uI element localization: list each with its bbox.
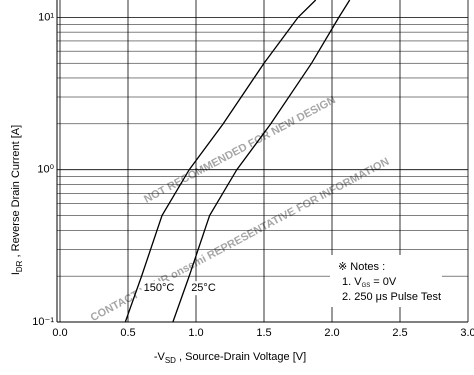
x-tick-label: 1.5 [256, 327, 271, 339]
label-bg [141, 281, 176, 296]
notes-box [330, 255, 442, 307]
notes-line: 2. 250 μs Pulse Test [342, 291, 441, 303]
x-tick-label: 2.5 [392, 327, 407, 339]
y-tick-label: 10⁰ [37, 164, 54, 176]
plot-area: 10⁻¹ 10⁰ 10¹ 0.0 0.5 1.0 1.5 2.0 2.5 3.0 150°C 25°C [32, 0, 474, 339]
y-label-part: I [10, 272, 22, 275]
x-label-sub: SD [165, 356, 176, 365]
series-line [172, 0, 351, 323]
series-label: 25°C [191, 282, 216, 294]
y-label-sub: DR [15, 260, 24, 272]
series-line [124, 0, 317, 323]
watermark-text: NOT RECOMMENDED FOR NEW DESIGN [142, 94, 338, 206]
notes-part: 1. V [342, 276, 362, 288]
notes-title: ※ Notes : [338, 261, 385, 273]
x-tick-label: 3.0 [460, 327, 474, 339]
x-axis-label: -VSD , Source-Drain Voltage [V] [154, 351, 306, 365]
x-label-part: , Source-Drain Voltage [V] [176, 351, 306, 363]
x-tick-label: 0.5 [120, 327, 135, 339]
label-bg [189, 281, 224, 296]
notes-part: = 0V [370, 276, 397, 288]
x-label-part: -V [154, 351, 166, 363]
x-tick-label: 1.0 [188, 327, 203, 339]
notes-sub: GS [362, 283, 371, 289]
x-tick-label: 2.0 [324, 327, 339, 339]
series-label: 150°C [144, 282, 175, 294]
y-label-part: , Reverse Drain Current [A] [10, 125, 22, 261]
notes-line: 1. VGS = 0V [342, 276, 397, 289]
y-tick-label: 10⁻¹ [32, 316, 54, 328]
y-axis-label: IDR , Reverse Drain Current [A] [10, 125, 24, 275]
y-tick-label: 10¹ [38, 11, 54, 23]
x-tick-label: 0.0 [52, 327, 67, 339]
